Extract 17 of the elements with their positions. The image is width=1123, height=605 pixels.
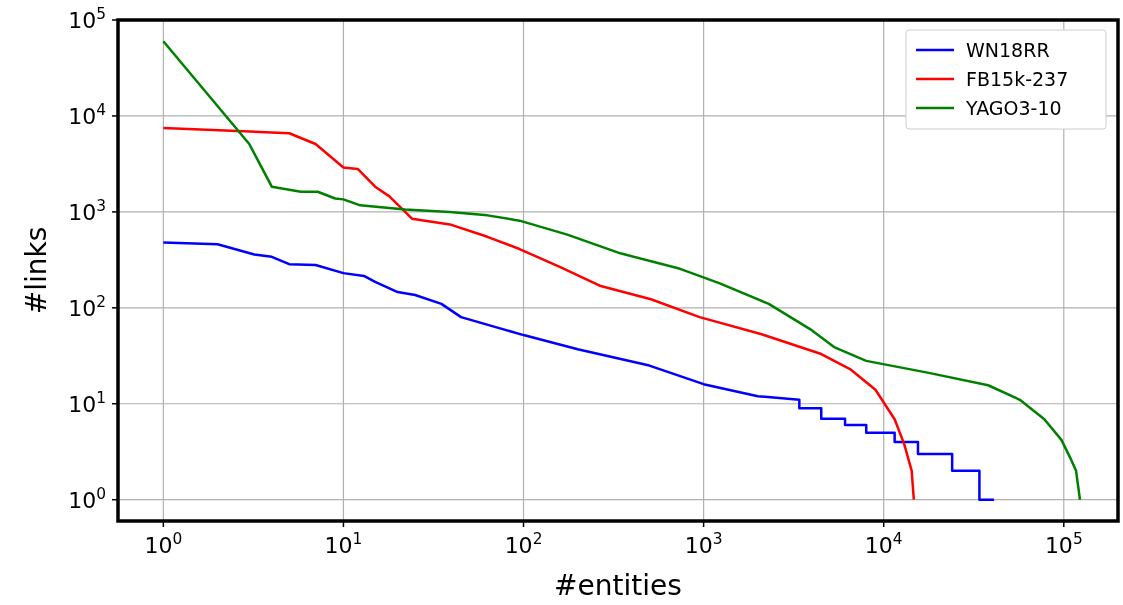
x-tick-label: 10$^{1}$ (324, 530, 363, 558)
x-tick-label: 10$^{0}$ (144, 530, 183, 558)
y-tick-label: 10$^{2}$ (68, 292, 106, 321)
y-axis-title: #links (20, 226, 53, 315)
legend-label: FB15k-237 (966, 68, 1069, 90)
y-tick-label: 10$^{3}$ (68, 196, 106, 225)
y-tick-label: 10$^{0}$ (68, 484, 106, 513)
x-tick-label: 10$^{4}$ (864, 530, 903, 558)
legend-label: YAGO3-10 (965, 97, 1062, 119)
x-axis-title: #entities (554, 569, 682, 602)
x-tick-label: 10$^{5}$ (1044, 530, 1083, 558)
y-tick-label: 10$^{5}$ (68, 5, 106, 33)
x-tick-label: 10$^{3}$ (684, 530, 723, 558)
y-tick-label: 10$^{4}$ (68, 100, 106, 129)
legend-label: WN18RR (966, 39, 1050, 61)
y-tick-label: 10$^{1}$ (68, 388, 106, 417)
x-tick-label: 10$^{2}$ (504, 530, 543, 558)
